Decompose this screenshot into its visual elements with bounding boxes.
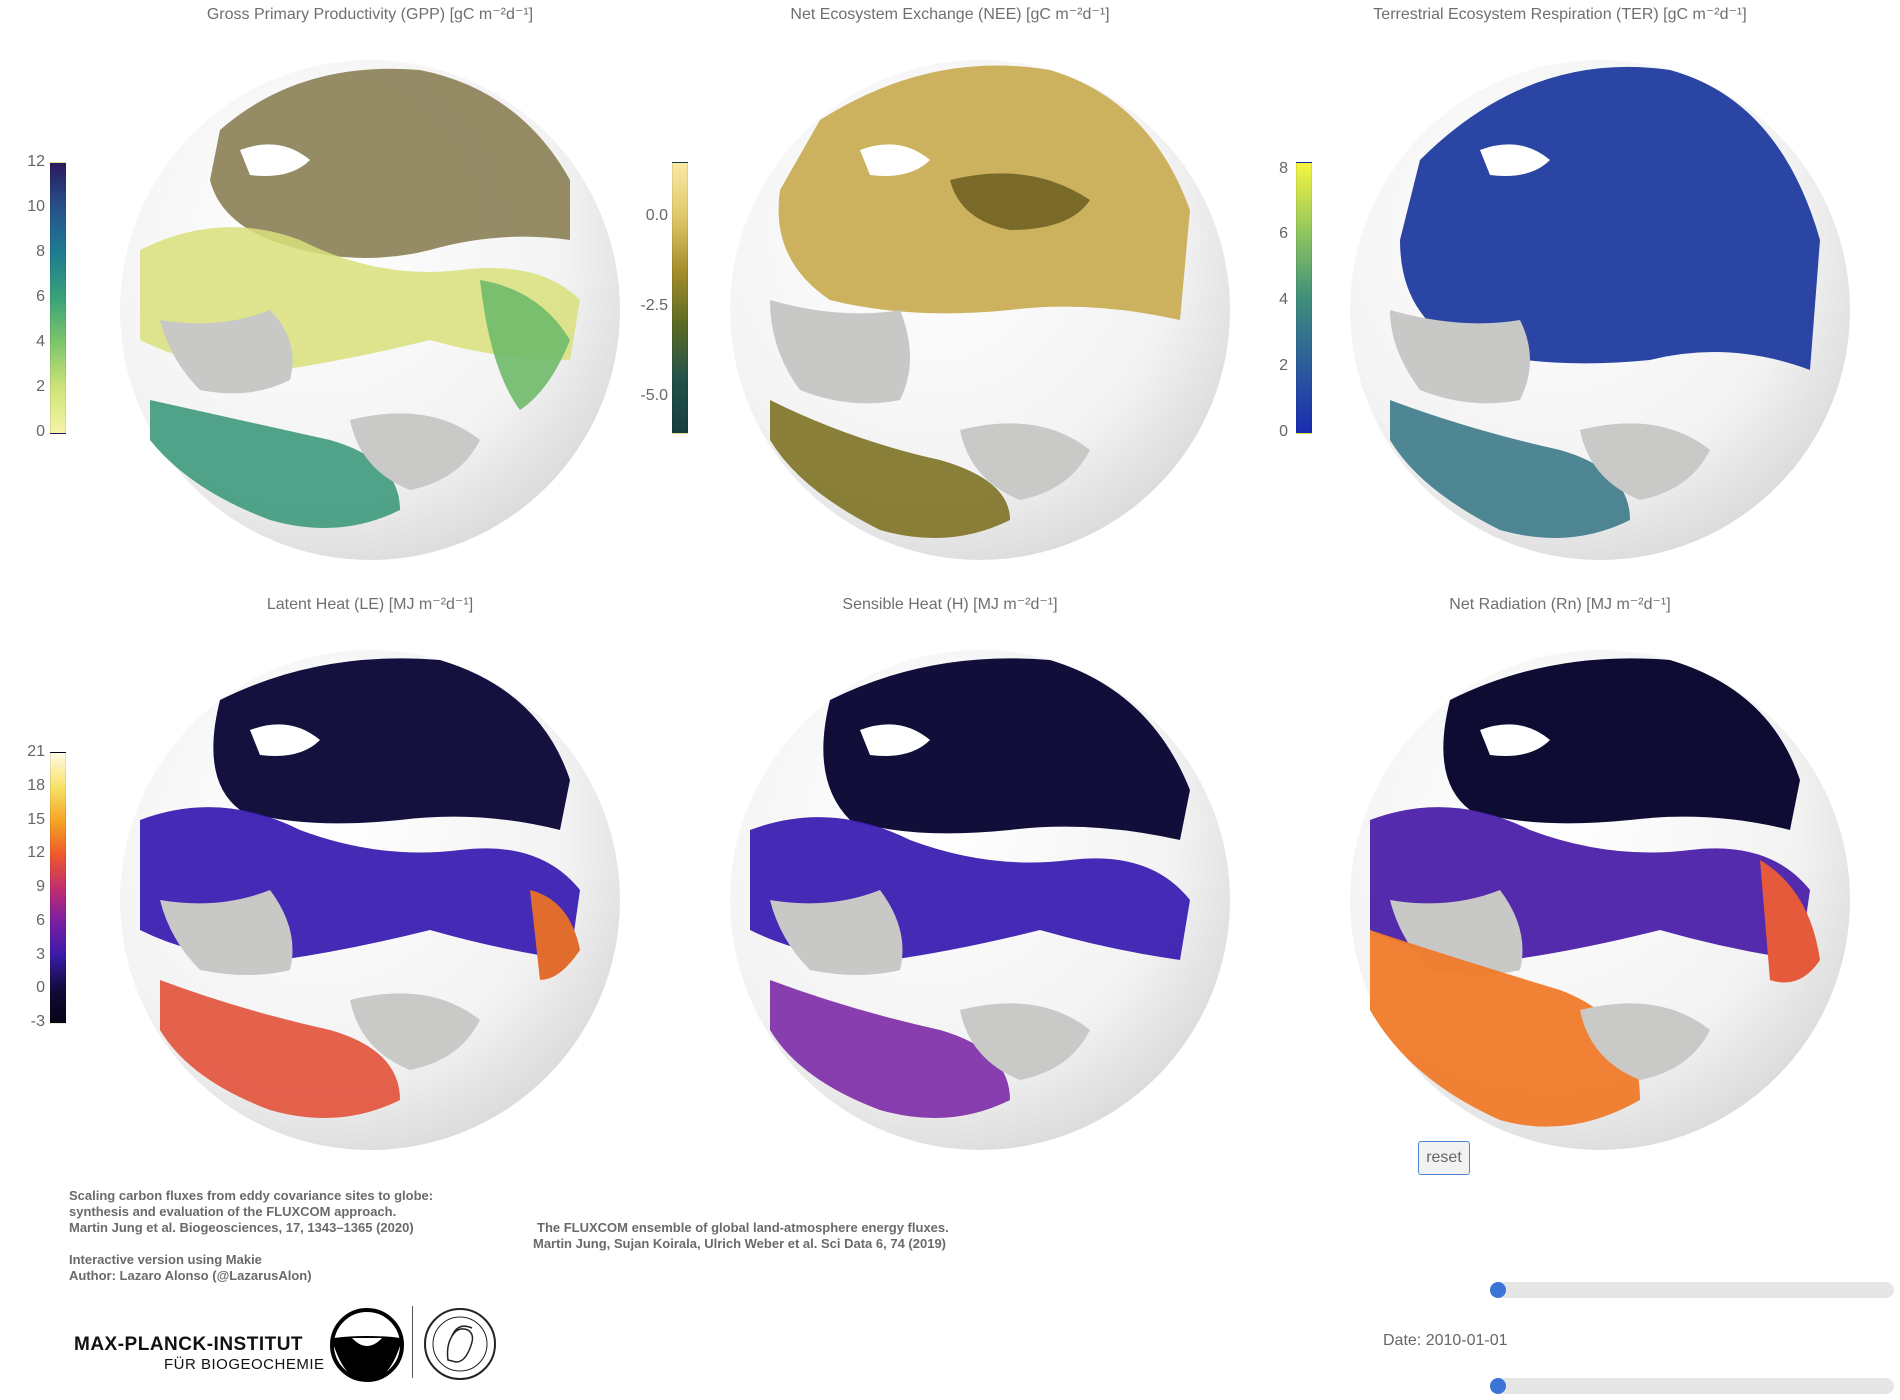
colorbar-tick-label: 8 xyxy=(36,243,45,260)
globe-ter[interactable] xyxy=(1330,40,1870,560)
colorbar-tick-label: 3 xyxy=(36,945,45,963)
colorbar-tick-label: 12 xyxy=(27,844,45,862)
colorbar-tick-label: 6 xyxy=(1279,225,1288,243)
colorbar-tick-label: 4 xyxy=(1279,291,1288,309)
slider-knob-top[interactable] xyxy=(1490,1282,1506,1298)
panel-rn: Net Radiation (Rn) [MJ m⁻²d⁻¹] xyxy=(1260,590,1880,1180)
panel-title-gpp: Gross Primary Productivity (GPP) [gC m⁻²… xyxy=(206,6,534,23)
colorbar-tick-label: 2 xyxy=(36,378,45,395)
globe-h[interactable] xyxy=(710,630,1250,1150)
colorbar-tick-label: 10 xyxy=(27,198,45,215)
panel-ter: Terrestrial Ecosystem Respiration (TER) … xyxy=(1260,0,1880,590)
credit-line: The FLUXCOM ensemble of global land-atmo… xyxy=(537,1220,949,1235)
credits-left: Scaling carbon fluxes from eddy covarian… xyxy=(69,1188,433,1284)
colorbar-ter xyxy=(1296,162,1312,434)
panel-le: Latent Heat (LE) [MJ m⁻²d⁻¹] 21 18 15 12 9 6 3… xyxy=(27,590,660,1180)
credit-line: Interactive version using Makie xyxy=(69,1252,262,1267)
colorbar-tick-label: 6 xyxy=(36,288,45,305)
max-planck-logo: MAX-PLANCK-INSTITUT FÜR BIOGEOCHEMIE xyxy=(74,1306,514,1386)
credit-line: Martin Jung et al. Biogeosciences, 17, 1… xyxy=(69,1220,414,1235)
colorbar-tick-label: 12 xyxy=(27,153,45,170)
colorbar-tick-label: 9 xyxy=(36,878,45,895)
panel-title-h: Sensible Heat (H) [MJ m⁻²d⁻¹] xyxy=(842,596,1058,613)
panel-title-rn: Net Radiation (Rn) [MJ m⁻²d⁻¹] xyxy=(1449,596,1671,613)
logo-text-line2: FÜR BIOGEOCHEMIE xyxy=(164,1356,325,1373)
date-slider-top[interactable] xyxy=(1490,1282,1894,1298)
panel-nee: Net Ecosystem Exchange (NEE) [gC m⁻²d⁻¹]… xyxy=(640,0,1260,590)
credit-line: synthesis and evaluation of the FLUXCOM … xyxy=(69,1204,397,1219)
credit-line: Author: Lazaro Alonso (@LazarusAlon) xyxy=(69,1268,312,1283)
colorbar-tick-label: 0 xyxy=(36,423,45,440)
panel-title-nee: Net Ecosystem Exchange (NEE) [gC m⁻²d⁻¹] xyxy=(790,6,1110,23)
logo-text-line1: MAX-PLANCK-INSTITUT xyxy=(74,1334,304,1355)
colorbar-tick-label: 15 xyxy=(27,810,45,828)
globe-rn[interactable] xyxy=(1330,630,1870,1150)
colorbar-tick-label: -3 xyxy=(30,1013,45,1030)
date-slider-bottom[interactable] xyxy=(1490,1378,1894,1394)
credit-line: Scaling carbon fluxes from eddy covarian… xyxy=(69,1188,434,1203)
reset-button[interactable]: reset xyxy=(1418,1141,1470,1175)
globe-gpp[interactable] xyxy=(100,40,640,560)
slider-knob-bottom[interactable] xyxy=(1490,1378,1506,1394)
colorbar-tick-label: 8 xyxy=(1279,159,1288,177)
colorbar-tick-label: 0 xyxy=(36,979,45,997)
colorbar-tick-label: -5.0 xyxy=(640,387,668,404)
credit-gap xyxy=(69,1236,433,1252)
minerva-seal-icon xyxy=(424,1308,496,1380)
panel-h: Sensible Heat (H) [MJ m⁻²d⁻¹] xyxy=(640,590,1260,1180)
colorbar-tick-label: 18 xyxy=(27,776,45,794)
colorbar-gpp xyxy=(50,162,66,434)
credits-mid: The FLUXCOM ensemble of global land-atmo… xyxy=(533,1220,949,1252)
globe-le[interactable] xyxy=(100,630,640,1150)
date-label: Date: 2010-01-01 xyxy=(1383,1332,1508,1349)
globe-nee[interactable] xyxy=(710,40,1250,560)
biogeochemie-emblem-icon xyxy=(330,1308,404,1382)
colorbar-tick-label: 0.0 xyxy=(645,207,668,224)
colorbar-nee xyxy=(672,162,688,434)
colorbar-tick-label: 21 xyxy=(27,743,45,760)
colorbar-tick-label: 6 xyxy=(36,911,45,929)
credit-line: Martin Jung, Sujan Koirala, Ulrich Weber… xyxy=(533,1236,947,1251)
colorbar-tick-label: 4 xyxy=(36,333,45,350)
panel-title-ter: Terrestrial Ecosystem Respiration (TER) … xyxy=(1373,6,1747,23)
panel-gpp: Gross Primary Productivity (GPP) [gC m⁻²… xyxy=(27,0,660,590)
colorbar-tick-label: 2 xyxy=(1279,357,1288,375)
panel-title-le: Latent Heat (LE) [MJ m⁻²d⁻¹] xyxy=(266,596,474,613)
colorbar-tick-label: 0 xyxy=(1279,423,1288,440)
colorbar-tick-label: -2.5 xyxy=(640,297,668,314)
colorbar-le xyxy=(50,752,66,1024)
logo-divider xyxy=(412,1306,413,1378)
